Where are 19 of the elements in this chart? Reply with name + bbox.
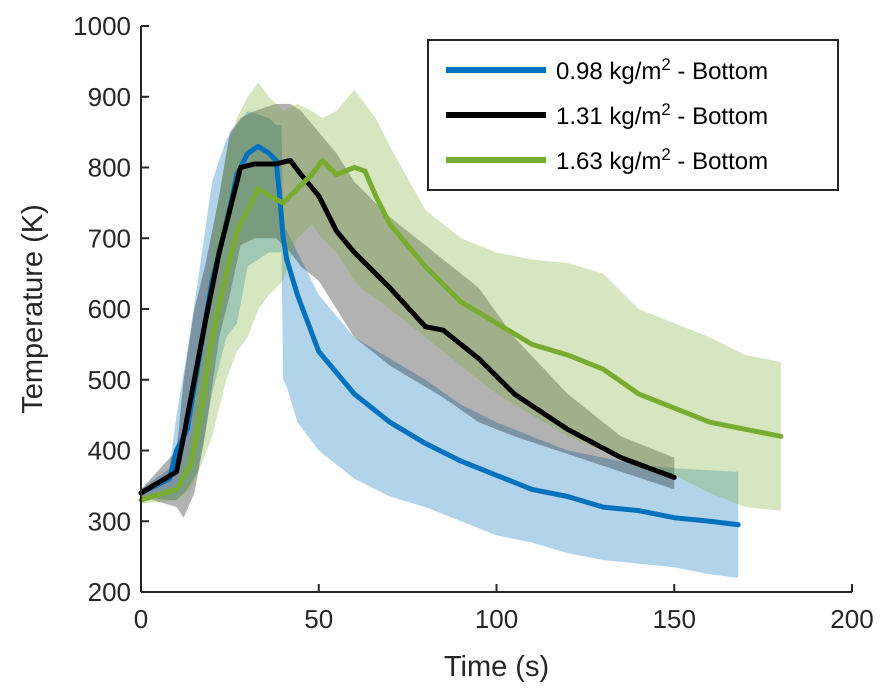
legend-label: 0.98 kg/m$^{2}$ - Bottom: [556, 54, 768, 85]
x-axis-title: Time (s): [444, 651, 550, 683]
legend-label: 1.31 kg/m$^{2}$ - Bottom: [556, 100, 768, 130]
x-tick-label: 150: [652, 604, 696, 634]
y-tick-label: 700: [88, 223, 131, 254]
y-tick-label: 1000: [73, 11, 131, 41]
y-tick-label: 900: [88, 82, 131, 112]
x-tick-label: 100: [474, 604, 518, 634]
x-tick-label: 0: [134, 604, 148, 634]
x-tick-label: 50: [304, 604, 334, 634]
legend-label: 1.63 kg/m$^{2}$ - Bottom: [556, 144, 768, 175]
y-tick-label: 800: [88, 152, 131, 182]
x-tick-label: 200: [830, 604, 874, 634]
y-tick-label: 200: [88, 577, 131, 607]
y-tick-label: 500: [88, 364, 131, 395]
y-axis-title: Temperature (K): [17, 204, 49, 414]
y-tick-label: 600: [88, 294, 131, 324]
y-tick-label: 400: [88, 436, 131, 466]
y-tick-label: 300: [88, 506, 131, 536]
